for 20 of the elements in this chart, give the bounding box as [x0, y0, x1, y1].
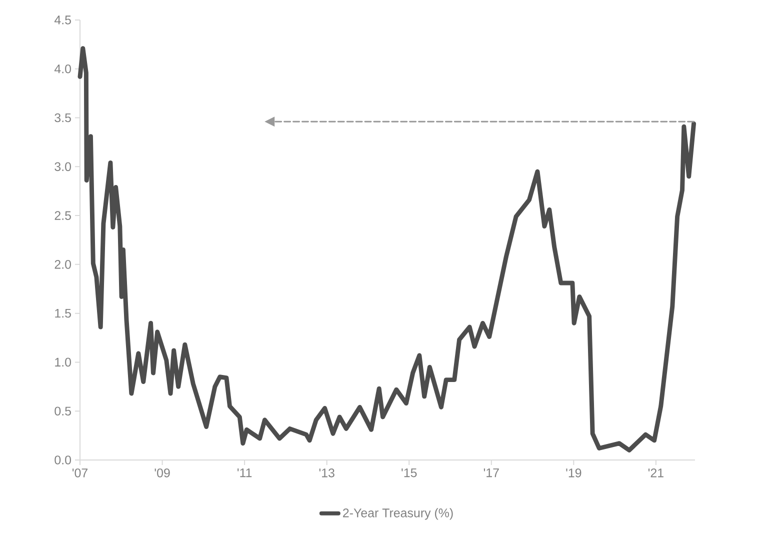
legend-label: 2-Year Treasury (%)	[343, 508, 453, 520]
x-tick-label: '21	[648, 468, 664, 478]
y-tick-label: 3.5	[54, 113, 71, 122]
y-tick-label: 0.0	[54, 456, 72, 464]
x-tick-label: '17	[484, 468, 499, 478]
y-tick-label: 1.5	[55, 308, 71, 318]
x-tick-label: '07	[72, 468, 88, 478]
x-tick-label: '19	[566, 468, 582, 478]
x-tick-label: '09	[154, 468, 170, 478]
y-tick-label: 4.0	[54, 64, 72, 74]
x-tick-label: '11	[238, 468, 252, 478]
y-tick-label: 0.5	[54, 406, 71, 416]
x-tick-label: '13	[319, 468, 334, 478]
x-tick-label: '15	[402, 468, 417, 478]
line-series	[78, 46, 696, 452]
y-tick-label: 4.5	[54, 16, 71, 24]
y-tick-label: 1.0	[55, 358, 72, 367]
y-tick-label: 2.0	[54, 260, 72, 269]
y-tick-label: 3.0	[54, 162, 72, 172]
y-tick-label: 2.5	[54, 211, 71, 220]
